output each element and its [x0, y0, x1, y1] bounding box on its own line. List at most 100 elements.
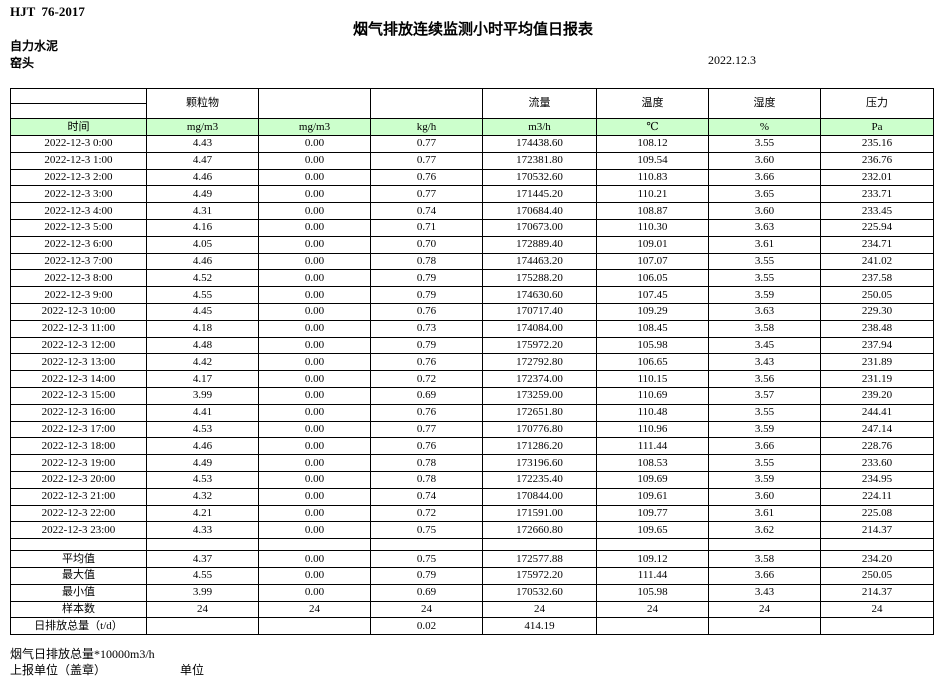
value-cell: 0.00: [258, 566, 371, 585]
row-label-cell: 2022-12-3 4:00: [10, 202, 147, 220]
header-blank-cell: [10, 88, 147, 104]
value-cell: 172235.40: [482, 470, 597, 489]
value-cell: 3.99: [146, 386, 259, 405]
row-label-cell: 2022-12-3 10:00: [10, 302, 147, 321]
value-cell: 109.12: [596, 550, 709, 568]
value-cell: 3.59: [708, 470, 821, 489]
value-cell: 4.32: [146, 487, 259, 506]
value-cell: 110.15: [596, 370, 709, 388]
value-cell: 0.74: [370, 487, 483, 506]
value-cell: 235.16: [820, 135, 934, 153]
value-cell: 0.75: [370, 550, 483, 568]
value-cell: 172651.80: [482, 403, 597, 422]
value-cell: 4.43: [146, 135, 259, 153]
value-cell: 239.20: [820, 386, 934, 405]
value-cell: 109.77: [596, 504, 709, 523]
row-label-cell: 2022-12-3 16:00: [10, 403, 147, 422]
value-cell: 3.58: [708, 550, 821, 568]
table-row: 2022-12-3 9:00 4.55 0.00 0.79 174630.60 107.4…: [10, 286, 934, 304]
value-cell: 4.41: [146, 403, 259, 422]
value-cell: 234.95: [820, 470, 934, 489]
value-cell: 109.65: [596, 521, 709, 540]
value-cell: 110.96: [596, 420, 709, 439]
value-cell: 0.77: [370, 151, 483, 170]
value-cell: 0.79: [370, 286, 483, 304]
value-cell: 4.21: [146, 504, 259, 523]
value-cell: 0.00: [258, 135, 371, 153]
value-cell: 0.00: [258, 353, 371, 372]
table-row: 2022-12-3 21:00 4.32 0.00 0.74 170844.00 109.…: [10, 487, 934, 506]
value-cell: 3.57: [708, 386, 821, 405]
value-cell: 225.08: [820, 504, 934, 523]
value-cell: 0.00: [258, 470, 371, 489]
value-cell: 4.49: [146, 454, 259, 472]
table-row: 2022-12-3 3:00 4.49 0.00 0.77 171445.20 110.2…: [10, 185, 934, 204]
value-cell: 0.76: [370, 168, 483, 187]
value-cell: 108.53: [596, 454, 709, 472]
value-cell: 0.00: [258, 151, 371, 170]
unit-cell: mg/m3: [258, 118, 371, 136]
value-cell: 224.11: [820, 487, 934, 506]
value-cell: 0.02: [370, 617, 483, 636]
value-cell: 0.00: [258, 185, 371, 204]
value-cell: 175972.20: [482, 566, 597, 585]
value-cell: [708, 617, 821, 636]
row-label-cell: 2022-12-3 13:00: [10, 353, 147, 372]
table-row: 2022-12-3 5:00 4.16 0.00 0.71 170673.00 110.3…: [10, 218, 934, 237]
value-cell: 4.46: [146, 437, 259, 456]
column-header-flow: 流量: [482, 88, 597, 119]
value-cell: 0.00: [258, 454, 371, 472]
row-label-cell: 2022-12-3 19:00: [10, 454, 147, 472]
value-cell: 3.45: [708, 336, 821, 355]
value-cell: 0.00: [258, 583, 371, 602]
column-header-pressure: 压力: [820, 88, 934, 119]
value-cell: 4.31: [146, 202, 259, 220]
spacer-row: [10, 538, 934, 552]
row-label-cell: 最小值: [10, 583, 147, 602]
value-cell: 172577.88: [482, 550, 597, 568]
value-cell: 108.12: [596, 135, 709, 153]
value-cell: 171591.00: [482, 504, 597, 523]
value-cell: 4.17: [146, 370, 259, 388]
value-cell: 4.53: [146, 420, 259, 439]
column-header-humidity: 湿度: [708, 88, 821, 119]
value-cell: 170717.40: [482, 302, 597, 321]
value-cell: 172381.80: [482, 151, 597, 170]
row-label-cell: 2022-12-3 17:00: [10, 420, 147, 439]
row-label-cell: 2022-12-3 3:00: [10, 185, 147, 204]
header-blank-cell: [10, 103, 147, 119]
value-cell: 3.60: [708, 487, 821, 506]
flow-total-note: 烟气日排放总量*10000m3/h: [10, 647, 155, 661]
value-cell: 3.60: [708, 202, 821, 220]
value-cell: 0.00: [258, 336, 371, 355]
row-label-cell: 最大值: [10, 566, 147, 585]
value-cell: 233.45: [820, 202, 934, 220]
value-cell: 172792.80: [482, 353, 597, 372]
reporting-unit-seal-label: 上报单位（盖章）: [10, 663, 107, 676]
value-cell: 4.42: [146, 353, 259, 372]
value-cell: 250.05: [820, 566, 934, 585]
value-cell: 3.55: [708, 269, 821, 288]
row-label-cell: 2022-12-3 22:00: [10, 504, 147, 523]
value-cell: 0.69: [370, 386, 483, 405]
value-cell: 0.79: [370, 336, 483, 355]
value-cell: 111.44: [596, 437, 709, 456]
value-cell: 4.46: [146, 252, 259, 271]
value-cell: 238.48: [820, 319, 934, 338]
value-cell: 106.65: [596, 353, 709, 372]
row-label-cell: 平均值: [10, 550, 147, 568]
value-cell: 175288.20: [482, 269, 597, 288]
value-cell: [258, 538, 371, 552]
value-cell: [146, 617, 259, 636]
value-cell: 109.01: [596, 235, 709, 254]
value-cell: 0.00: [258, 437, 371, 456]
value-cell: 3.63: [708, 302, 821, 321]
value-cell: 0.00: [258, 370, 371, 388]
value-cell: 241.02: [820, 252, 934, 271]
value-cell: 234.71: [820, 235, 934, 254]
company-name: 自力水泥: [10, 39, 59, 53]
value-cell: 0.70: [370, 235, 483, 254]
row-label-cell: 2022-12-3 18:00: [10, 437, 147, 456]
value-cell: [146, 538, 259, 552]
row-label-cell: 2022-12-3 7:00: [10, 252, 147, 271]
